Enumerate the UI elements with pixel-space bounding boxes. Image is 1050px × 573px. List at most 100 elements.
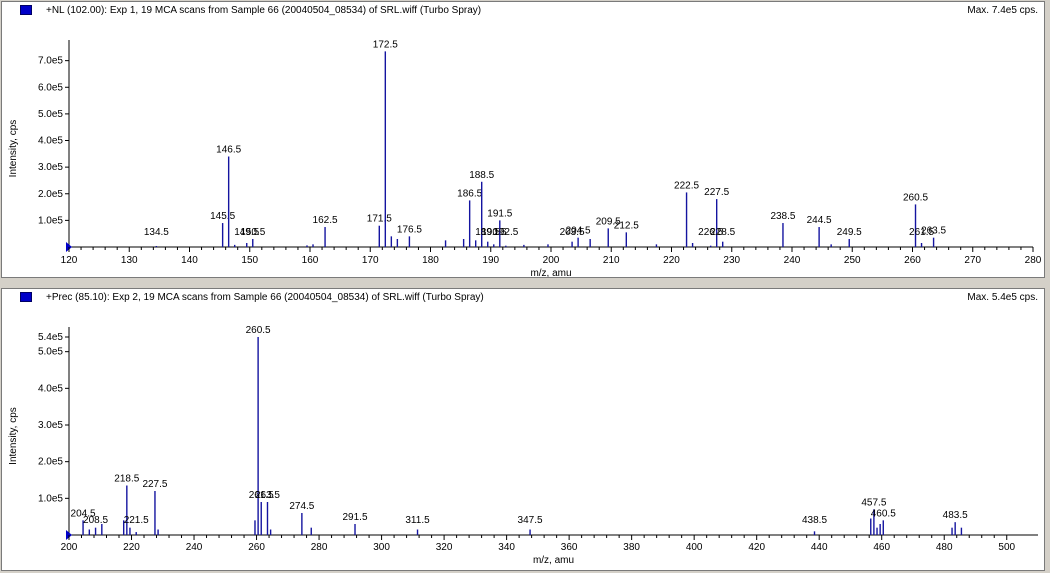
peak-label: 222.5 [674,180,699,191]
panel-header: +NL (102.00): Exp 1, 19 MCA scans from S… [2,2,1044,20]
peak-label: 146.5 [216,144,241,155]
peak-label: 238.5 [770,211,795,222]
y-tick-label: 7.0e5 [38,56,63,67]
peak-label: 176.5 [397,224,422,235]
x-tick-label: 420 [748,542,765,553]
series-color-square-icon [20,5,32,15]
x-tick-label: 460 [873,542,890,553]
peak-label: 244.5 [807,215,832,226]
peak-label: 149.5 [234,227,259,238]
peak-label: 203.5 [560,227,585,238]
series-color-square-icon [20,292,32,302]
x-tick-label: 320 [436,542,453,553]
spectrum-chart-prec[interactable]: 200 220 240 260 280 300 320 340 360 380 400 420 440 4… [2,289,1044,570]
x-tick-label: 200 [61,542,78,553]
peak-label: 260.5 [903,192,928,203]
peak-label: 227.5 [704,187,729,198]
peak-label: 347.5 [518,515,543,526]
peak-label: 263.5 [255,490,280,501]
panel-title: +NL (102.00): Exp 1, 19 MCA scans from S… [46,5,482,16]
x-tick-label: 280 [1025,255,1042,266]
x-tick-label: 130 [121,255,138,266]
peak-label: 263.5 [921,226,946,237]
peak-label: 457.5 [861,497,886,508]
peak-label: 274.5 [289,501,314,512]
y-tick-label: 3.0e5 [38,162,63,173]
peak-label: 291.5 [342,512,367,523]
y-tick-label: 6.0e5 [38,82,63,93]
peak-label: 189.5 [475,227,500,238]
peak-label: 249.5 [837,227,862,238]
y-tick-label: 5.0e5 [38,347,63,358]
panel-title: +Prec (85.10): Exp 2, 19 MCA scans from … [46,292,484,303]
peak-label: 227.5 [142,479,167,490]
x-tick-label: 360 [561,542,578,553]
x-axis-title: m/z, amu [533,555,574,566]
y-tick-label: 1.0e5 [38,215,63,226]
y-tick-label: 2.0e5 [38,189,63,200]
peak-label: 188.5 [469,170,494,181]
max-intensity-label: Max. 7.4e5 cps. [967,5,1038,16]
x-tick-label: 400 [686,542,703,553]
x-tick-label: 300 [373,542,390,553]
peak-label: 204.5 [566,226,591,237]
x-tick-label: 200 [543,255,560,266]
x-tick-label: 210 [603,255,620,266]
x-tick-label: 140 [181,255,198,266]
y-tick-label: 5.4e5 [38,332,63,343]
x-tick-label: 440 [811,542,828,553]
peak-label: 171.5 [367,214,392,225]
peak-label: 190.5 [481,227,506,238]
x-tick-label: 180 [422,255,439,266]
x-tick-label: 220 [663,255,680,266]
x-tick-label: 120 [61,255,78,266]
peak-label: 221.5 [124,515,149,526]
x-tick-label: 220 [123,542,140,553]
spectrum-panel-nl: +NL (102.00): Exp 1, 19 MCA scans from S… [1,1,1045,278]
y-tick-label: 5.0e5 [38,109,63,120]
panel-header: +Prec (85.10): Exp 2, 19 MCA scans from … [2,289,1044,307]
peak-label: 145.5 [210,211,235,222]
peak-label: 260.5 [246,325,271,336]
max-intensity-label: Max. 5.4e5 cps. [967,292,1038,303]
peak-label: 186.5 [457,188,482,199]
x-tick-label: 240 [784,255,801,266]
peak-label: 226.5 [698,227,723,238]
peak-label: 209.5 [596,216,621,227]
peak-label: 261.5 [909,227,934,238]
peak-label: 228.5 [710,227,735,238]
peak-label: 208.5 [83,515,108,526]
x-tick-label: 480 [936,542,953,553]
x-tick-label: 170 [362,255,379,266]
x-tick-label: 380 [623,542,640,553]
y-axis-title: Intensity, cps [8,120,19,178]
peak-label: 150.5 [240,227,265,238]
peak-label: 218.5 [114,474,139,485]
peak-label: 172.5 [373,39,398,50]
peak-label: 438.5 [802,515,827,526]
x-tick-label: 230 [723,255,740,266]
y-tick-label: 2.0e5 [38,457,63,468]
x-tick-label: 340 [498,542,515,553]
x-tick-label: 190 [482,255,499,266]
x-tick-label: 280 [311,542,328,553]
x-tick-label: 260 [248,542,265,553]
y-tick-label: 4.0e5 [38,383,63,394]
peak-label: 162.5 [313,215,338,226]
x-tick-label: 150 [241,255,258,266]
x-tick-label: 500 [998,542,1015,553]
x-tick-label: 270 [964,255,981,266]
peak-label: 460.5 [871,508,896,519]
peak-label: 134.5 [144,227,169,238]
peak-label: 311.5 [405,515,430,526]
spectrum-chart-nl[interactable]: 120 130 140 150 160 170 180 190 200 210 220 230 240 2… [2,2,1044,277]
peak-label: 204.5 [71,508,96,519]
x-tick-label: 240 [186,542,203,553]
y-tick-label: 4.0e5 [38,136,63,147]
peak-label: 191.5 [487,208,512,219]
x-tick-label: 260 [904,255,921,266]
spectrum-panel-prec: +Prec (85.10): Exp 2, 19 MCA scans from … [1,288,1045,571]
x-tick-label: 250 [844,255,861,266]
peak-label: 192.5 [493,227,518,238]
y-tick-label: 3.0e5 [38,420,63,431]
